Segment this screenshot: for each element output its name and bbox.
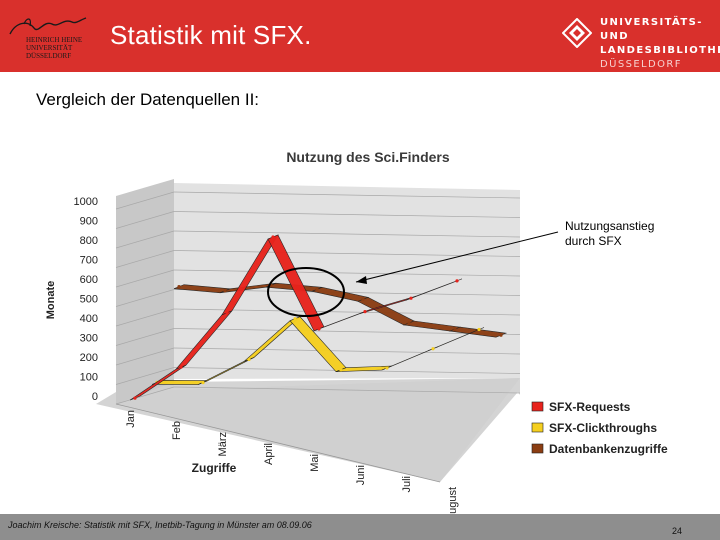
- chart-data-point: [431, 347, 435, 351]
- chart-y-tick-label: 100: [80, 372, 98, 384]
- header-bar: HEINRICH HEINE UNIVERSITÄT DÜSSELDORF St…: [0, 0, 720, 72]
- chart-gridline: [115, 289, 175, 307]
- annotation-arrow: [355, 231, 559, 283]
- chart-data-point: [363, 310, 367, 314]
- svg-text:DÜSSELDORF: DÜSSELDORF: [26, 52, 71, 60]
- chart-y-tick-label: 900: [80, 216, 98, 228]
- page-number: 24: [672, 526, 683, 536]
- chart-y-tick-label: 600: [80, 274, 98, 286]
- chart-gridline: [173, 328, 521, 335]
- chart-data-point: [317, 327, 321, 331]
- chart-data-point: [247, 357, 251, 362]
- chart-gridline: [115, 211, 175, 229]
- chart-data-point: [177, 285, 181, 289]
- chart-gridline: [115, 328, 175, 346]
- chart-y-tick-label: 0: [92, 391, 98, 403]
- chart-floor-plane: [116, 378, 520, 482]
- chart-gridline: [115, 308, 175, 327]
- chart-legend-label: SFX-Clickthroughs: [549, 421, 657, 435]
- library-logo-text: UNIVERSITÄTS- UND LANDESBIBLIOTHEK DÜSSE…: [600, 16, 720, 72]
- chart-data-point: [499, 333, 503, 337]
- chart-x-tick-label: Mai: [309, 454, 321, 472]
- chart-gridline: [115, 347, 175, 366]
- chart-y-tick-label: 1000: [74, 196, 98, 208]
- chart-y-tick-label: 300: [80, 333, 98, 345]
- chart-gridline: [115, 230, 175, 249]
- chart-data-point: [223, 289, 227, 293]
- chart-series-segment: [448, 326, 508, 338]
- chart-series: [129, 234, 508, 401]
- chart-y-axis-label: Monate: [45, 281, 57, 320]
- slide-subtitle: Vergleich der Datenquellen II:: [36, 90, 260, 109]
- chart-legend-swatch: [531, 422, 544, 433]
- chart-gridline: [173, 386, 521, 394]
- chart-x-tick-label: März: [217, 432, 229, 456]
- annotation-text: Nutzungsanstieg: [565, 219, 654, 233]
- chart-data-point: [271, 235, 275, 239]
- chart-x-tick-label: August: [447, 487, 459, 521]
- chart-data-point: [293, 317, 297, 321]
- chart-y-tick-label: 700: [80, 255, 98, 267]
- chart-y-tick-label: 400: [80, 313, 98, 325]
- footer-bar: Joachim Kreische: Statistik mit SFX, Ine…: [0, 514, 720, 540]
- library-logo-line: DÜSSELDORF: [600, 59, 682, 70]
- chart-gridline: [115, 191, 175, 210]
- chart-gridline: [173, 211, 521, 218]
- library-logo-icon: [562, 18, 592, 48]
- chart-legend-label: SFX-Requests: [549, 400, 631, 414]
- chart-data-point: [315, 287, 319, 291]
- annotation-arrowhead: [356, 276, 367, 284]
- chart-gridline: [173, 269, 521, 277]
- highlight-ellipse: [267, 267, 345, 317]
- chart-data-point: [477, 327, 481, 332]
- chart-x-tick-label: Feb: [171, 421, 183, 440]
- chart-gridline: [115, 250, 175, 268]
- chart-y-tick-label: 200: [80, 352, 98, 364]
- chart-data-point: [201, 381, 205, 385]
- chart-x-tick-label: Juni: [355, 465, 367, 485]
- chart-series-segment: [427, 327, 485, 352]
- chart-gridline: [115, 386, 175, 405]
- chart-x-tick-label: April: [263, 443, 275, 465]
- chart-data-point: [361, 297, 365, 301]
- chart-legend-label: Datenbankenzugriffe: [549, 442, 668, 456]
- chart-gridline: [173, 191, 521, 199]
- chart-gridline: [173, 230, 521, 238]
- chart-x-tick-labels: Jan Feb März April Mai Juni Juli August: [125, 410, 459, 521]
- library-logo: UNIVERSITÄTS- UND LANDESBIBLIOTHEK DÜSSE…: [562, 16, 720, 70]
- chart-data-point: [339, 368, 343, 372]
- chart-data-point: [179, 365, 183, 369]
- chart-x-tick-label: Jan: [125, 410, 137, 428]
- chart-data-point: [453, 327, 457, 331]
- chart-data-point: [133, 396, 137, 400]
- chart-data-point: [455, 279, 459, 283]
- chart-series-segment: [405, 278, 463, 301]
- chart-data-point: [385, 366, 389, 370]
- chart-gridline: [115, 269, 175, 288]
- chart-y-tick-label: 500: [80, 294, 98, 306]
- chart-gridline: [115, 367, 175, 385]
- footer-citation: Joachim Kreische: Statistik mit SFX, Ine…: [8, 520, 312, 530]
- chart-x-axis-line: [115, 403, 441, 483]
- chart-legend: SFX-Requests SFX-Clickthroughs Datenbanken…: [531, 400, 668, 456]
- chart-y-tick-labels: 0 100 200 300 400 500 600 700 800 900 1000: [74, 196, 98, 403]
- slide-header-title: Statistik mit SFX.: [110, 20, 312, 50]
- chart-title: Nutzung des Sci.Finders: [286, 149, 450, 165]
- university-logo: HEINRICH HEINE UNIVERSITÄT DÜSSELDORF: [9, 17, 87, 60]
- library-logo-line: LANDESBIBLIOTHEK: [600, 45, 720, 56]
- chart-data-point: [409, 296, 413, 300]
- chart-gridline: [173, 347, 521, 355]
- chart-y-tick-label: 800: [80, 235, 98, 247]
- svg-text:UNIVERSITÄT: UNIVERSITÄT: [26, 44, 73, 52]
- library-logo-line: UNIVERSITÄTS- UND: [600, 17, 703, 42]
- chart-data-point: [225, 311, 229, 315]
- chart-x-axis-label: Zugriffe: [192, 461, 237, 475]
- chart-legend-swatch: [531, 401, 544, 412]
- chart-legend-swatch: [531, 443, 544, 454]
- chart-x-tick-label: Juli: [401, 476, 413, 493]
- svg-text:HEINRICH HEINE: HEINRICH HEINE: [26, 36, 82, 44]
- annotation-text: durch SFX: [565, 234, 622, 248]
- chart-data-point: [407, 321, 411, 325]
